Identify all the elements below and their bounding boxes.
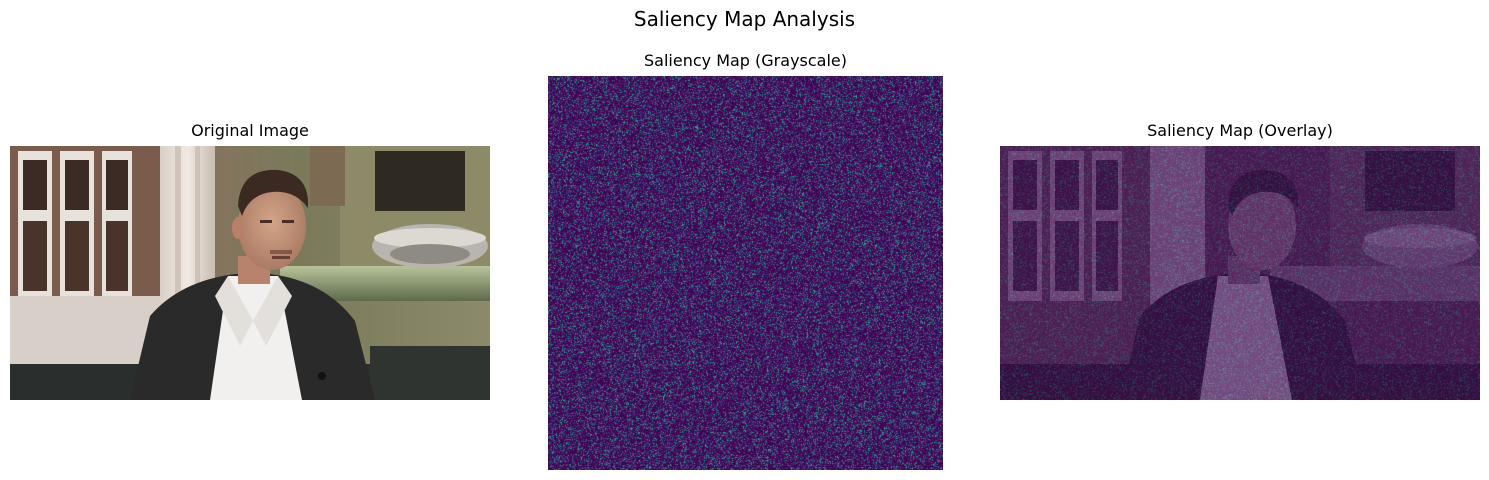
saliency-overlay-title: Saliency Map (Overlay)	[1147, 121, 1333, 140]
original-photo-scene	[10, 146, 490, 400]
saliency-grayscale-image	[548, 76, 943, 470]
original-image	[10, 146, 490, 400]
saliency-overlay-image	[1000, 146, 1480, 400]
saliency-noise-canvas	[548, 76, 943, 470]
saliency-grayscale-title: Saliency Map (Grayscale)	[644, 51, 847, 70]
original-image-title: Original Image	[191, 121, 309, 140]
figure-title: Saliency Map Analysis	[633, 7, 856, 31]
overlay-noise-canvas	[1000, 146, 1480, 400]
